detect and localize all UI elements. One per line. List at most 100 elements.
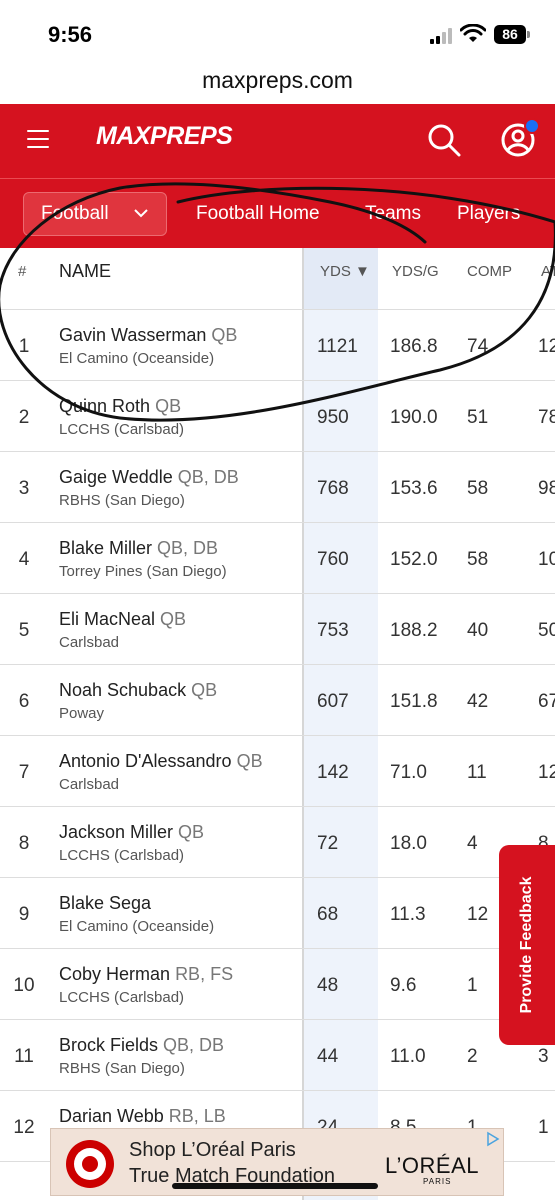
player-name[interactable]: Coby Herman RB, FS <box>59 964 233 985</box>
player-school[interactable]: Carlsbad <box>59 634 120 651</box>
row-rank: 12 <box>13 1117 35 1138</box>
header-comp[interactable]: COMP <box>467 263 512 280</box>
adchoices-icon[interactable] <box>485 1131 501 1147</box>
player-name[interactable]: Quinn Roth QB <box>59 396 181 417</box>
table-row[interactable]: 9 Blake Sega El Camino (Oceanside) 68 11.3 1… <box>0 878 555 949</box>
player-school[interactable]: RBHS (San Diego) <box>59 1060 185 1077</box>
stat-comp: 51 <box>467 407 489 428</box>
header-yds[interactable]: YDS ▼ <box>320 263 370 280</box>
stat-comp: 74 <box>467 336 489 357</box>
player-position: RB, LB <box>168 1106 226 1126</box>
provide-feedback-tab[interactable]: Provide Feedback <box>499 845 555 1045</box>
player-position: QB <box>155 396 182 416</box>
stat-yds: 142 <box>317 762 349 783</box>
nav-players[interactable]: Players <box>457 203 521 224</box>
player-name[interactable]: Noah Schuback QB <box>59 680 217 701</box>
player-name[interactable]: Eli MacNeal QB <box>59 609 186 630</box>
row-rank: 4 <box>18 549 30 570</box>
stat-yds-per-game: 190.0 <box>390 407 438 428</box>
stat-yds-per-game: 11.0 <box>390 1046 426 1067</box>
ad-brand-sub: PARIS <box>423 1177 452 1186</box>
home-indicator[interactable] <box>172 1183 378 1189</box>
column-divider <box>302 248 304 1200</box>
ad-brand: L’ORÉAL <box>385 1153 479 1178</box>
player-school[interactable]: Carlsbad <box>59 776 120 793</box>
player-position: QB <box>236 751 263 771</box>
sub-navigation: Football Football Home Teams Players <box>0 178 555 248</box>
row-rank: 1 <box>18 336 30 357</box>
player-position: QB, DB <box>163 1035 225 1055</box>
player-school[interactable]: Torrey Pines (San Diego) <box>59 563 227 580</box>
header-att[interactable]: AT <box>541 263 555 280</box>
stat-att: 12 <box>538 336 555 357</box>
wifi-icon <box>460 24 486 42</box>
table-row[interactable]: 11 Brock Fields QB, DB RBHS (San Diego) 44 1… <box>0 1020 555 1091</box>
nav-football-home[interactable]: Football Home <box>196 203 320 224</box>
stat-att: 10 <box>538 549 555 570</box>
stat-att: 12 <box>538 762 555 783</box>
player-name[interactable]: Antonio D'Alessandro QB <box>59 751 263 772</box>
header-name[interactable]: NAME <box>59 261 112 281</box>
player-school[interactable]: LCCHS (Carlsbad) <box>59 847 185 864</box>
stat-yds-per-game: 71.0 <box>390 762 427 783</box>
player-name[interactable]: Gavin Wasserman QB <box>59 325 237 346</box>
player-name[interactable]: Jackson Miller QB <box>59 822 204 843</box>
player-school[interactable]: RBHS (San Diego) <box>59 492 185 509</box>
stat-yds: 607 <box>317 691 349 712</box>
stat-yds: 950 <box>317 407 349 428</box>
stat-att: 78 <box>538 407 555 428</box>
table-row[interactable]: 8 Jackson Miller QB LCCHS (Carlsbad) 72 18.0… <box>0 807 555 878</box>
sport-dropdown-label: Football <box>41 203 109 224</box>
stat-yds: 1121 <box>317 336 358 357</box>
stat-att: 8 <box>538 833 549 854</box>
player-name[interactable]: Blake Sega <box>59 893 151 914</box>
cellular-signal-icon <box>430 28 456 44</box>
stat-comp: 40 <box>467 620 489 641</box>
table-row[interactable]: 1 Gavin Wasserman QB El Camino (Oceanside)… <box>0 310 555 381</box>
header-rank: # <box>18 263 27 280</box>
player-name-text: Jackson Miller <box>59 822 174 842</box>
player-name-text: Darian Webb <box>59 1106 164 1126</box>
table-row[interactable]: 7 Antonio D'Alessandro QB Carlsbad 142 71.0 1… <box>0 736 555 807</box>
player-name-text: Antonio D'Alessandro <box>59 751 232 771</box>
sport-dropdown[interactable]: Football <box>23 192 167 236</box>
stat-att: 98 <box>538 478 555 499</box>
stat-yds: 768 <box>317 478 349 499</box>
nav-teams[interactable]: Teams <box>365 203 421 224</box>
account-icon[interactable] <box>498 120 538 160</box>
player-name[interactable]: Gaige Weddle QB, DB <box>59 467 239 488</box>
row-rank: 6 <box>18 691 30 712</box>
table-row[interactable]: 5 Eli MacNeal QB Carlsbad 753 188.2 40 50 <box>0 594 555 665</box>
player-school[interactable]: LCCHS (Carlsbad) <box>59 421 185 438</box>
table-row[interactable]: 6 Noah Schuback QB Poway 607 151.8 42 67 <box>0 665 555 736</box>
player-school[interactable]: El Camino (Oceanside) <box>59 350 215 367</box>
player-school[interactable]: LCCHS (Carlsbad) <box>59 989 185 1006</box>
stat-yds-per-game: 11.3 <box>390 904 426 925</box>
table-row[interactable]: 4 Blake Miller QB, DB Torrey Pines (San Di… <box>0 523 555 594</box>
player-name[interactable]: Darian Webb RB, LB <box>59 1106 226 1127</box>
player-name[interactable]: Brock Fields QB, DB <box>59 1035 224 1056</box>
row-rank: 2 <box>18 407 30 428</box>
row-rank: 10 <box>13 975 35 996</box>
stat-comp: 1 <box>467 1117 478 1139</box>
player-name[interactable]: Blake Miller QB, DB <box>59 538 218 559</box>
site-logo[interactable]: MAXPREPS <box>96 122 233 150</box>
player-school[interactable]: Poway <box>59 705 105 722</box>
header-yds-per-game[interactable]: YDS/G <box>392 263 439 280</box>
row-rank: 11 <box>14 1046 34 1067</box>
menu-icon[interactable] <box>27 130 49 150</box>
player-name-text: Blake Sega <box>59 893 152 913</box>
player-school[interactable]: El Camino (Oceanside) <box>59 918 215 935</box>
table-row[interactable]: 10 Coby Herman RB, FS LCCHS (Carlsbad) 48 9.… <box>0 949 555 1020</box>
table-row[interactable]: 2 Quinn Roth QB LCCHS (Carlsbad) 950 190.0 51… <box>0 381 555 452</box>
player-name-text: Coby Herman <box>59 964 171 984</box>
target-logo-icon <box>66 1140 114 1188</box>
search-icon[interactable] <box>426 122 462 158</box>
table-header: # NAME YDS ▼ YDS/G COMP AT <box>0 248 555 310</box>
stat-att: 67 <box>538 691 555 712</box>
table-row[interactable]: 3 Gaige Weddle QB, DB RBHS (San Diego) 768 1… <box>0 452 555 523</box>
stat-yds: 72 <box>317 833 339 854</box>
stat-comp: 12 <box>467 904 489 925</box>
stat-yds: 68 <box>317 904 339 925</box>
url-bar[interactable]: maxpreps.com <box>0 62 555 104</box>
